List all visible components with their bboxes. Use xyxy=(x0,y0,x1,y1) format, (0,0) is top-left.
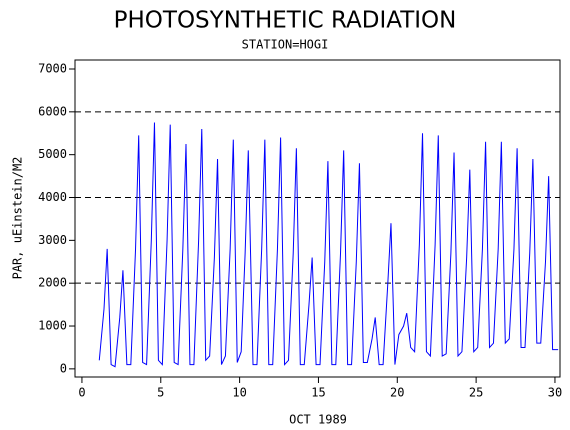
chart-subtitle: STATION=HOGI xyxy=(242,38,329,52)
x-tick-label: 25 xyxy=(469,386,483,400)
chart-title: PHOTOSYNTHETIC RADIATION xyxy=(114,8,457,34)
y-tick-label: 5000 xyxy=(38,147,67,161)
x-tick-label: 15 xyxy=(311,386,325,400)
y-tick-label: 2000 xyxy=(38,276,67,290)
y-tick-label: 1000 xyxy=(38,319,67,333)
y-tick-label: 6000 xyxy=(38,104,67,118)
y-tick-label: 3000 xyxy=(38,233,67,247)
y-axis-label: PAR, uEinstein/M2 xyxy=(11,157,25,280)
y-tick-label: 0 xyxy=(60,361,67,375)
x-axis-label: OCT 1989 xyxy=(289,413,347,427)
x-tick-label: 5 xyxy=(157,386,164,400)
y-tick-label: 4000 xyxy=(38,190,67,204)
data-line xyxy=(98,122,559,368)
x-tick-label: 20 xyxy=(390,386,404,400)
x-tick-label: 10 xyxy=(232,386,246,400)
plot-frame xyxy=(74,59,561,378)
y-tick-label: 7000 xyxy=(38,61,67,75)
x-tick-label: 30 xyxy=(548,386,562,400)
x-tick-label: 0 xyxy=(78,386,85,400)
